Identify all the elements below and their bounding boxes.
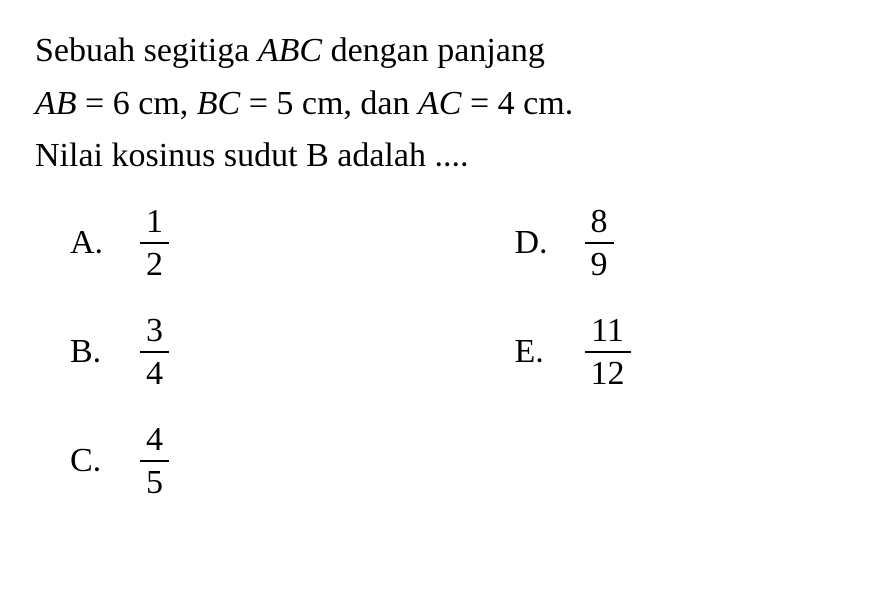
- numerator: 3: [140, 312, 169, 351]
- side-ab: AB: [35, 85, 77, 122]
- option-label-d: D.: [515, 224, 560, 262]
- side-bc: BC: [197, 85, 240, 122]
- question-line-1: Sebuah segitiga ABC dengan panjang: [35, 25, 839, 78]
- denominator: 4: [140, 351, 169, 392]
- text-segment: = 6 cm,: [77, 85, 197, 122]
- denominator: 12: [585, 351, 631, 392]
- option-label-e: E.: [515, 333, 560, 371]
- numerator: 8: [585, 203, 614, 242]
- question-line-2: AB = 6 cm, BC = 5 cm, dan AC = 4 cm.: [35, 78, 839, 131]
- text-segment: Sebuah segitiga: [35, 32, 258, 69]
- fraction-e: 11 12: [585, 312, 631, 393]
- text-segment: = 4 cm.: [461, 85, 573, 122]
- option-a[interactable]: A. 1 2: [70, 203, 395, 284]
- option-label-a: A.: [70, 224, 115, 262]
- fraction-c: 4 5: [140, 421, 169, 502]
- denominator: 5: [140, 460, 169, 501]
- question-line-3: Nilai kosinus sudut B adalah ....: [35, 130, 839, 183]
- option-d[interactable]: D. 8 9: [515, 203, 840, 284]
- fraction-a: 1 2: [140, 203, 169, 284]
- numerator: 11: [585, 312, 630, 351]
- fraction-d: 8 9: [585, 203, 614, 284]
- question-text: Sebuah segitiga ABC dengan panjang AB = …: [35, 25, 839, 183]
- triangle-name: ABC: [258, 32, 322, 69]
- option-b[interactable]: B. 3 4: [70, 312, 395, 393]
- fraction-b: 3 4: [140, 312, 169, 393]
- text-segment: = 5 cm, dan: [240, 85, 418, 122]
- text-segment: dengan panjang: [322, 32, 545, 69]
- numerator: 1: [140, 203, 169, 242]
- denominator: 9: [585, 242, 614, 283]
- numerator: 4: [140, 421, 169, 460]
- option-e[interactable]: E. 11 12: [515, 312, 840, 393]
- options-container: A. 1 2 D. 8 9 B. 3 4 E. 11 12 C. 4 5: [35, 203, 839, 501]
- denominator: 2: [140, 242, 169, 283]
- option-c[interactable]: C. 4 5: [70, 421, 395, 502]
- option-label-b: B.: [70, 333, 115, 371]
- option-label-c: C.: [70, 442, 115, 480]
- side-ac: AC: [418, 85, 461, 122]
